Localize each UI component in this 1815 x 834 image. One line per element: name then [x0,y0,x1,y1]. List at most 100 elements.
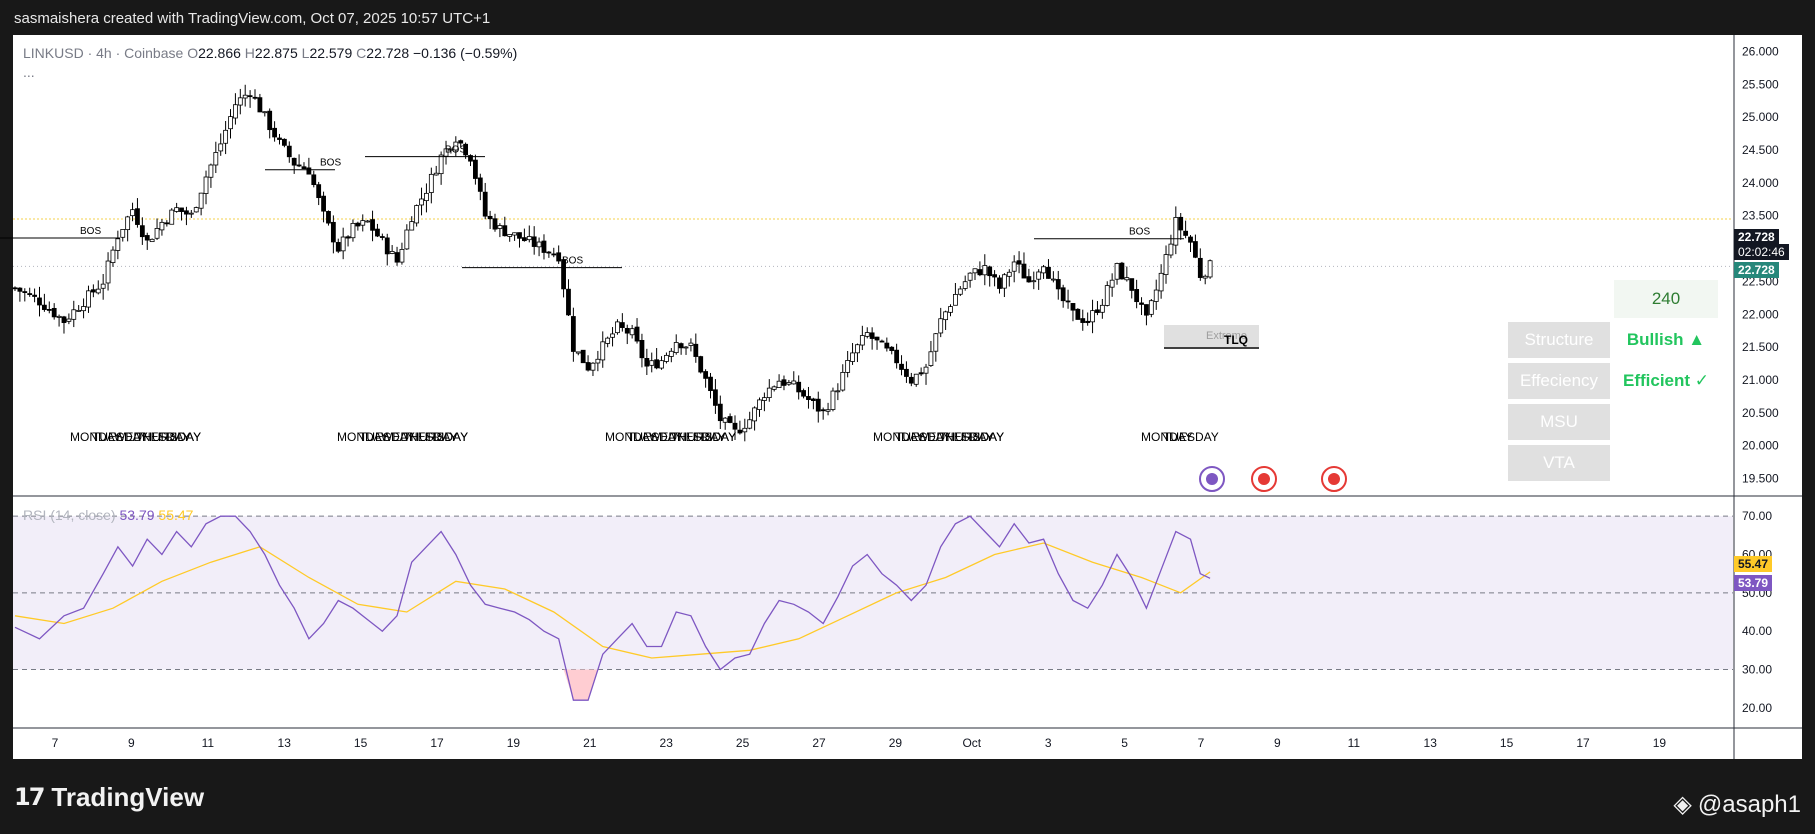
candle-body [673,342,679,353]
tradingview-brand[interactable]: 𝟭𝟳 TradingView [14,782,204,813]
panel-structure-label: Structure [1508,322,1610,358]
candle-body [1134,289,1140,303]
candle-body [37,297,42,306]
candle-body [904,368,909,377]
candle-body [86,290,91,308]
candle-body [1055,279,1061,290]
event-icon-dot [1328,473,1340,485]
candle-body [301,166,307,170]
time-tick-label: 7 [1198,736,1205,750]
candle-body [1109,279,1115,288]
candle-body [561,259,566,290]
candle-body [32,294,37,297]
candle-body [615,321,620,334]
bos-label: BOS [445,145,466,156]
candle-body [977,269,983,276]
candle-body [742,427,748,433]
candle-body [95,288,101,294]
more-indicators-button[interactable]: ... [23,64,35,80]
rsi-title: RSI (14, close) [23,507,116,523]
candle-body [1188,236,1193,243]
time-tick-label: 3 [1045,736,1052,750]
candle-body [619,322,625,328]
rsi-legend[interactable]: RSI (14, close) 53.79 55.47 [23,507,193,523]
candle-body [360,220,366,226]
candle-body [46,309,52,311]
candle-body [585,362,591,371]
countdown-label: 02:02:46 [1734,244,1789,260]
panel-vta-label: VTA [1508,445,1610,481]
candle-body [51,307,57,318]
brand-name: TradingView [51,782,205,812]
candle-body [634,326,640,342]
candle-body [267,110,273,131]
candle-body [105,260,111,284]
candle-body [458,140,464,144]
candle-body [340,236,346,252]
candle-body [188,212,194,215]
chart-grid [13,35,1802,759]
candle-body [473,159,478,179]
candle-body [815,398,821,412]
candle-body [835,390,841,393]
candle-body [703,371,709,379]
candle-body [580,349,586,364]
candle-body [629,328,635,336]
high-value: 22.875 [254,45,298,61]
candle-body [810,398,816,401]
time-tick-label: 27 [812,736,826,750]
time-tick-label: 19 [507,736,521,750]
candle-body [624,327,630,334]
candle-body [536,241,542,248]
candle-body [771,386,777,390]
candle-body [61,316,67,324]
candle-body [1070,303,1076,311]
candle-body [962,281,968,289]
candle-body [81,306,86,312]
weekday-label: MONDAY [70,430,122,444]
candle-body [1207,260,1213,278]
second-price-label: 22.728 [1734,262,1779,278]
candle-body [1011,261,1017,272]
symbol-info[interactable]: LINKUSD · 4h · Coinbase [23,45,184,61]
candle-body [242,94,248,99]
candle-body [776,380,782,388]
panel-timeframe: 240 [1614,280,1718,318]
bos-label: BOS [1129,227,1150,238]
candle-body [164,222,170,225]
candle-body [1021,263,1027,279]
candle-body [345,236,351,239]
weekday-label: TUESDAY [92,430,148,444]
candle-body [575,351,581,354]
price-tick-label: 26.000 [1742,44,1779,58]
candle-body [365,220,371,223]
candle-body [438,154,444,175]
candle-body [639,339,645,359]
candle-body [139,225,145,238]
candle-body [840,372,846,391]
time-tick-label: 11 [1348,736,1361,750]
candle-body [370,219,375,231]
candle-body [1031,280,1037,283]
diamond-icon: ◈ [1673,791,1692,818]
candle-body [71,309,77,320]
close-value: 22.728 [366,45,410,61]
rsi-ma-axis-label: 55.47 [1734,556,1773,572]
candle-body [482,191,488,217]
candle-body [806,396,811,400]
candle-body [884,342,890,349]
candle-body [923,366,929,374]
time-tick-label: 29 [889,736,903,750]
candle-body [277,137,282,140]
candle-body [610,333,615,338]
candle-body [590,362,596,371]
candle-body [1046,266,1051,279]
candle-body [41,304,47,310]
candle-body [752,407,757,422]
symbol-legend[interactable]: LINKUSD · 4h · Coinbase O22.866 H22.875 … [23,45,517,61]
candle-body [330,221,336,243]
candle-body [22,291,28,293]
candle-body [198,192,204,209]
candle-body [727,416,733,423]
